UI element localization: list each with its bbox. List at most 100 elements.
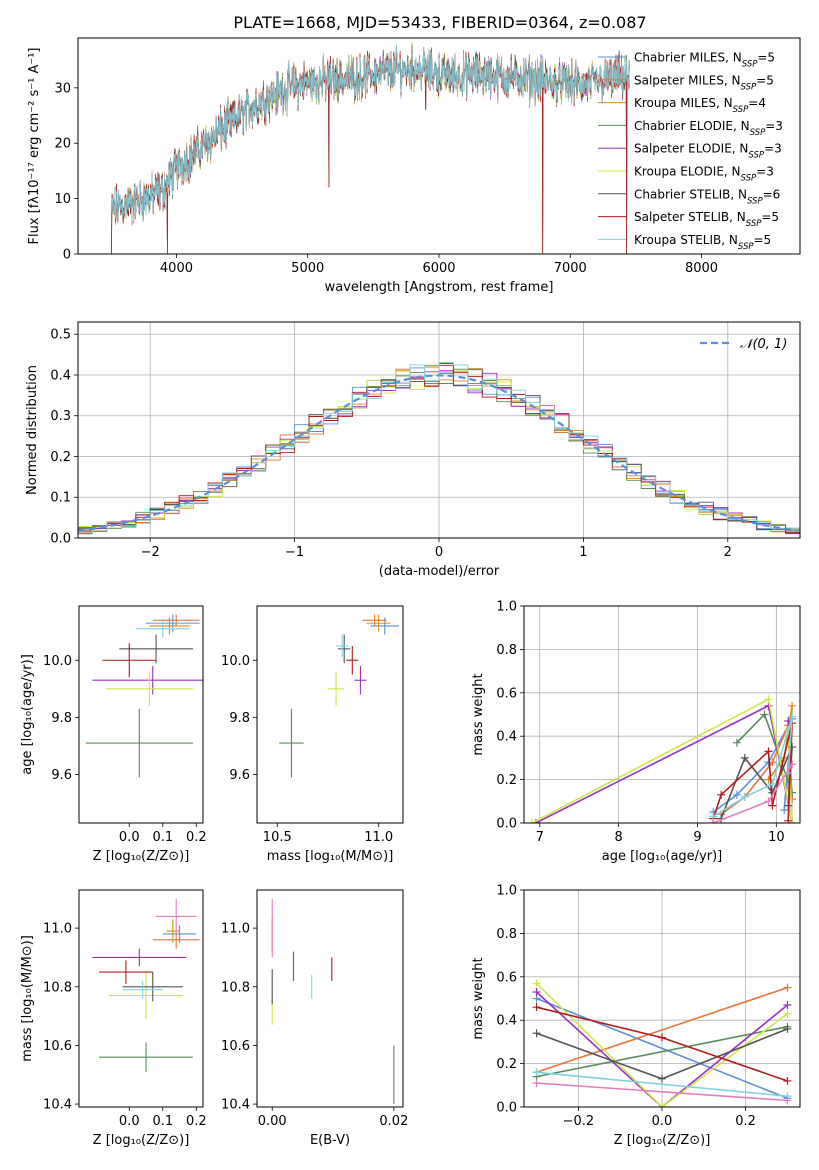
x-tick-label: 6000	[422, 261, 455, 276]
errorbar-point	[109, 972, 183, 1020]
weight-marker	[768, 779, 777, 788]
y-tick-label: 0.4	[496, 730, 517, 745]
y-tick-label: 1.0	[496, 884, 517, 899]
y-tick-label: 10.4	[43, 1098, 72, 1113]
weight-marker	[760, 710, 769, 719]
weight-marker	[658, 1033, 666, 1042]
panel-weight_vs_Z: −0.2 0.0 0.2 0.0 0.2 0.4 0.6 0.8 1.0 Z [log₁₀(Z/Z…	[471, 884, 801, 1148]
x-axis-label: Z [log₁₀(Z/Z⊙)]	[93, 1133, 190, 1148]
legend-entry: Chabrier MILES, NSSP=5	[634, 51, 775, 70]
x-tick-label: 0.2	[186, 830, 207, 845]
y-tick-label: 9.8	[229, 711, 250, 726]
y-axis-label: Normed distribution	[25, 365, 40, 495]
y-axis-label: age [log₁₀(age/yr)]	[20, 654, 35, 775]
y-tick-label: 10.8	[43, 980, 72, 995]
errorbar-point	[92, 665, 203, 695]
errorbar-point	[156, 898, 197, 934]
y-tick-label: 20	[54, 137, 71, 152]
y-tick-label: 10	[54, 192, 71, 207]
errorbar-point	[122, 972, 183, 1002]
y-tick-label: 0.8	[496, 643, 517, 658]
y-tick-label: 0.1	[50, 491, 71, 506]
panel-residuals: −2 −1 0 1 2 0.0 0.1 0.2 0.3 0.4 0.5 (data-model)/er…	[25, 321, 801, 579]
figure-title: PLATE=1668, MJD=53433, FIBERID=0364, z=0…	[233, 13, 646, 32]
weight-marker	[783, 1009, 792, 1018]
weight-marker	[780, 805, 789, 814]
errorbar-point	[99, 1042, 193, 1072]
x-tick-label: 10.5	[263, 830, 292, 845]
weight-marker	[768, 801, 777, 810]
x-tick-label: 4000	[160, 261, 193, 276]
y-tick-label: 30	[54, 81, 71, 96]
errorbar-point	[105, 671, 193, 706]
errorbar-point	[152, 614, 200, 626]
panel-weight_vs_age: 7 8 9 10 0.0 0.2 0.4 0.6 0.8 1.0 age [log₁₀(age/yr…	[471, 600, 801, 864]
weight-marker	[764, 747, 773, 756]
errorbar-point	[149, 617, 190, 635]
y-tick-label: 11.0	[43, 922, 72, 937]
errorbar-point	[99, 960, 153, 984]
x-tick-label: 5000	[291, 261, 324, 276]
weight-marker	[732, 738, 741, 747]
weight-marker	[788, 712, 797, 721]
y-tick-label: 10.6	[43, 1039, 72, 1054]
y-tick-label: 0.6	[496, 686, 517, 701]
weight-marker	[732, 790, 741, 799]
x-tick-label: 0.0	[652, 1114, 673, 1129]
gaussian-curve	[78, 374, 798, 532]
weight-marker	[532, 1003, 541, 1012]
weight-line-7	[536, 1071, 788, 1097]
plot-area	[78, 361, 800, 538]
weight-marker	[532, 987, 541, 996]
x-axis-label: E(B-V)	[310, 1133, 350, 1148]
x-tick-label: 8	[614, 830, 622, 845]
weight-marker	[740, 753, 749, 762]
x-axis-label: (data-model)/error	[379, 564, 500, 579]
errorbar-point	[362, 614, 387, 626]
x-tick-label: 2	[724, 545, 732, 560]
weight-line-2	[536, 1025, 788, 1078]
plot-area	[85, 614, 203, 778]
weight-marker	[532, 979, 541, 988]
y-tick-label: 10.0	[43, 654, 72, 669]
x-axis-label: wavelength [Angstrom, rest frame]	[325, 280, 554, 295]
weight-line-0	[536, 997, 788, 1100]
y-tick-label: 0.3	[50, 409, 71, 424]
weight-marker	[709, 819, 718, 823]
weight-marker	[527, 819, 536, 823]
y-tick-label: 10.4	[221, 1098, 250, 1113]
weight-marker	[532, 1068, 541, 1077]
weight-marker	[658, 1074, 666, 1083]
errorbar-point	[102, 643, 157, 678]
weight-marker	[532, 1079, 541, 1088]
panel-age_vs_mass: 10.5 11.0 9.6 9.8 10.0 mass [log₁₀(M/M⊙)]	[221, 605, 404, 864]
x-tick-label: 7000	[554, 261, 587, 276]
y-tick-label: 0.0	[496, 1101, 517, 1116]
weight-line-3	[535, 991, 789, 1107]
x-tick-label: 7	[536, 830, 544, 845]
y-tick-label: 0.6	[496, 970, 517, 985]
plot-area	[92, 898, 200, 1072]
x-tick-label: −0.2	[563, 1114, 595, 1129]
x-tick-label: 0.00	[258, 1114, 287, 1129]
x-tick-label: 0.1	[152, 830, 173, 845]
x-tick-label: 0.0	[119, 830, 140, 845]
errorbar-point	[338, 634, 351, 664]
y-tick-label: 0.8	[496, 927, 517, 942]
x-tick-label: 9	[693, 830, 701, 845]
y-tick-label: 0.2	[496, 1057, 517, 1072]
weight-marker	[717, 790, 726, 799]
weight-line-7	[712, 723, 793, 821]
x-tick-label: −2	[141, 545, 160, 560]
x-tick-label: 0	[435, 545, 443, 560]
errorbar-point	[166, 919, 180, 943]
legend-entry: Salpeter MILES, NSSP=5	[634, 73, 774, 92]
y-axis-label: mass weight	[471, 957, 486, 1039]
axes-frame	[78, 889, 204, 1108]
y-tick-label: 11.0	[221, 922, 250, 937]
y-tick-label: 0	[63, 248, 71, 263]
plot-area	[527, 695, 797, 823]
errorbar-point	[92, 948, 187, 967]
x-tick-label: 0.0	[119, 1114, 140, 1129]
